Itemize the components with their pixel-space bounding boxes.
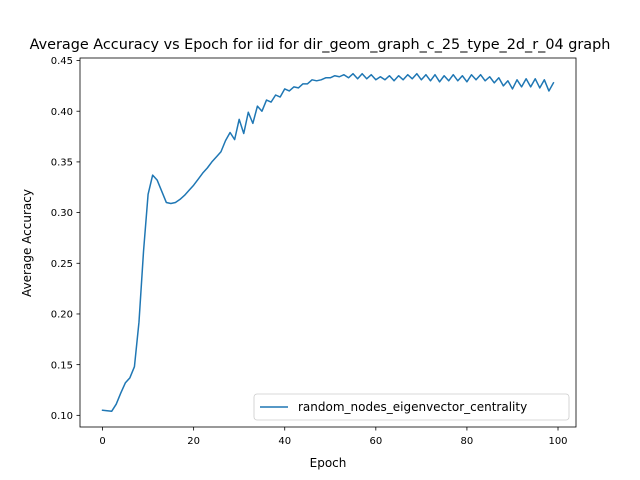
x-axis-label: Epoch bbox=[310, 456, 347, 470]
y-tick-label: 0.15 bbox=[51, 360, 73, 371]
x-tick-label: 100 bbox=[548, 436, 567, 447]
y-tick-label: 0.10 bbox=[51, 411, 73, 422]
legend-box bbox=[253, 393, 570, 421]
legend-label: random_nodes_eigenvector_centrality bbox=[298, 400, 527, 414]
axes-frame bbox=[79, 57, 577, 428]
x-tick-label: 80 bbox=[461, 436, 474, 447]
y-tick-label: 0.35 bbox=[51, 158, 73, 169]
y-tick-label: 0.25 bbox=[51, 259, 73, 270]
y-tick-label: 0.40 bbox=[51, 107, 73, 118]
series-line-0 bbox=[101, 72, 555, 413]
chart-title: Average Accuracy vs Epoch for iid for di… bbox=[30, 37, 611, 53]
plot-area: 0 20 40 60 80 100 0.10 0.15 0.20 0.25 0.30 0.35 0.40… bbox=[51, 56, 577, 447]
y-tick-label: 0.30 bbox=[51, 208, 73, 219]
y-tick-label: 0.45 bbox=[51, 56, 73, 67]
y-axis-label: Average Accuracy bbox=[20, 189, 34, 297]
legend: random_nodes_eigenvector_centrality bbox=[253, 393, 570, 421]
y-tick-label: 0.20 bbox=[51, 310, 73, 321]
x-tick-label: 60 bbox=[369, 436, 382, 447]
x-tick-label: 0 bbox=[99, 436, 105, 447]
x-tick-label: 40 bbox=[278, 436, 291, 447]
x-tick-label: 20 bbox=[187, 436, 200, 447]
